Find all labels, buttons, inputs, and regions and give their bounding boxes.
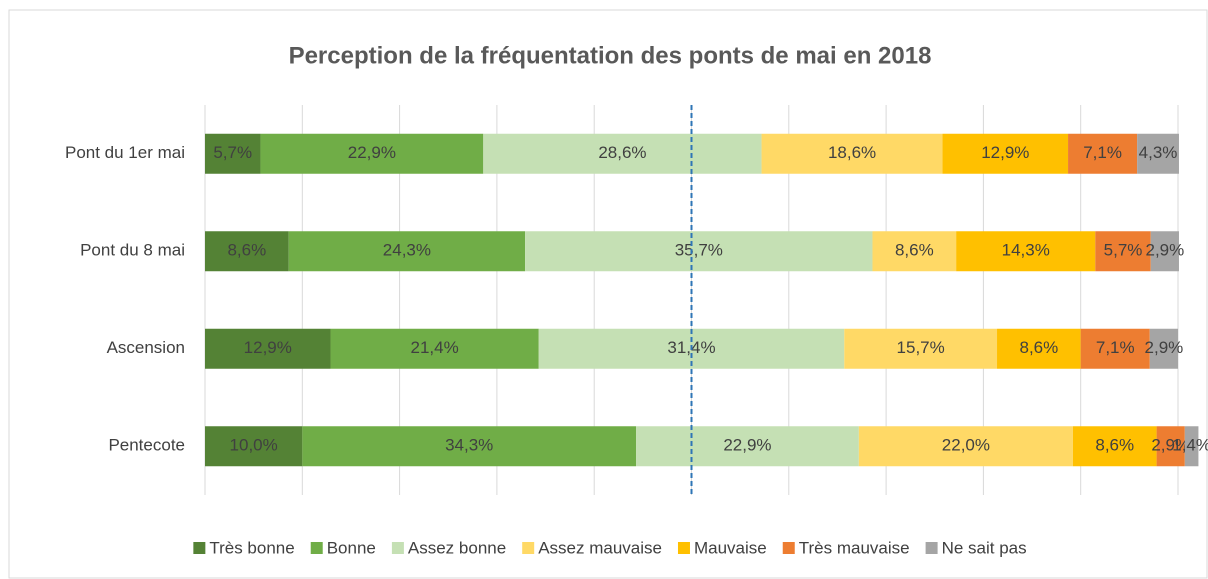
bar-segment xyxy=(205,328,331,369)
bar-segment xyxy=(636,426,859,467)
y-tick-label: Pentecote xyxy=(108,436,185,455)
bar-segment xyxy=(872,231,957,272)
bar-segment xyxy=(288,231,526,272)
data-label: 24,3% xyxy=(383,241,431,260)
data-label: 5,7% xyxy=(213,143,252,162)
data-label: 21,4% xyxy=(411,338,459,357)
data-label: 8,6% xyxy=(227,241,266,260)
bar-segment xyxy=(483,133,762,174)
data-label: 35,7% xyxy=(675,241,723,260)
bar-segment xyxy=(205,133,261,174)
legend-label: Mauvaise xyxy=(694,538,767,557)
bar-segment xyxy=(1080,328,1150,369)
data-label: 8,6% xyxy=(895,241,934,260)
legend-label: Très bonne xyxy=(209,538,294,557)
bar-segment xyxy=(330,328,539,369)
legend-label: Très mauvaise xyxy=(799,538,910,557)
data-label: 7,1% xyxy=(1096,338,1135,357)
bar-segment xyxy=(942,133,1069,174)
bar-segment xyxy=(525,231,873,272)
legend-swatch xyxy=(391,542,404,554)
bar-segment xyxy=(761,133,943,174)
data-label: 2,9% xyxy=(1145,241,1184,260)
data-label: 7,1% xyxy=(1083,143,1122,162)
chart-frame xyxy=(8,9,1208,579)
data-label: 2,9% xyxy=(1145,338,1184,357)
data-label: 28,6% xyxy=(598,143,646,162)
data-label: 1,4% xyxy=(1172,436,1208,455)
data-label: 34,3% xyxy=(445,436,493,455)
data-label: 5,7% xyxy=(1104,241,1143,260)
legend-swatch xyxy=(522,542,535,554)
bar-segment xyxy=(1137,133,1179,174)
legend-swatch xyxy=(310,542,323,554)
y-tick-label: Pont du 1er mai xyxy=(65,143,185,162)
data-label: 18,6% xyxy=(828,143,876,162)
data-label: 22,9% xyxy=(723,436,771,455)
y-tick-label: Pont du 8 mai xyxy=(80,241,185,260)
bar-segment xyxy=(260,133,484,174)
data-label: 2,9% xyxy=(1151,436,1190,455)
data-label: 8,6% xyxy=(1095,436,1134,455)
data-label: 15,7% xyxy=(897,338,945,357)
bar-segment xyxy=(1068,133,1138,174)
bar-segment xyxy=(844,328,998,369)
legend-swatch xyxy=(193,542,206,554)
bar-segment xyxy=(205,231,289,272)
data-label: 14,3% xyxy=(1002,241,1050,260)
y-tick-label: Ascension xyxy=(107,338,185,357)
data-label: 22,0% xyxy=(942,436,990,455)
bar-segment xyxy=(1149,328,1178,369)
bar-segment xyxy=(1095,231,1151,272)
legend-label: Assez bonne xyxy=(408,538,506,557)
data-label: 12,9% xyxy=(244,338,292,357)
data-label: 10,0% xyxy=(230,436,278,455)
chart-title: Perception de la fréquentation des ponts… xyxy=(289,42,932,69)
legend-swatch xyxy=(677,542,690,554)
legend-label: Bonne xyxy=(327,538,376,557)
data-label: 12,9% xyxy=(981,143,1029,162)
legend-label: Ne sait pas xyxy=(942,538,1027,557)
data-label: 4,3% xyxy=(1139,143,1178,162)
bar-segment xyxy=(1150,231,1179,272)
bar-segment xyxy=(302,426,637,467)
bar-segment xyxy=(1072,426,1157,467)
legend-swatch xyxy=(782,542,795,554)
bar-segment xyxy=(858,426,1073,467)
bar-segment xyxy=(956,231,1096,272)
bar-segment xyxy=(1184,426,1199,467)
bar-segment xyxy=(1156,426,1185,467)
bar-segment xyxy=(205,426,303,467)
bar-segment xyxy=(997,328,1081,369)
data-label: 8,6% xyxy=(1019,338,1058,357)
legend-label: Assez mauvaise xyxy=(538,538,662,557)
data-label: 22,9% xyxy=(348,143,396,162)
legend-swatch xyxy=(925,542,938,554)
